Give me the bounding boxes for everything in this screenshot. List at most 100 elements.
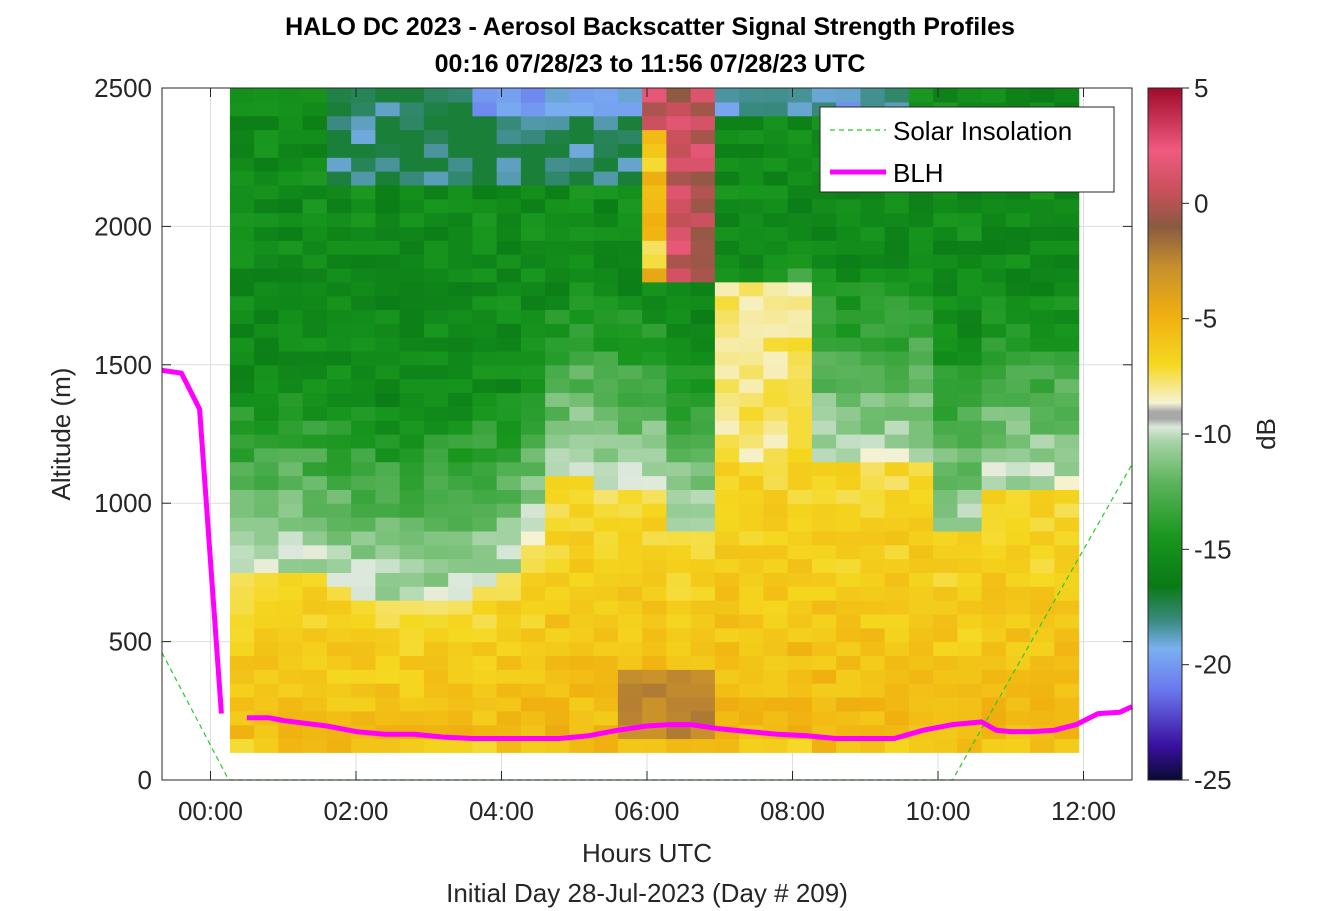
heatmap-cell <box>569 434 595 449</box>
heatmap-cell <box>666 337 692 352</box>
heatmap-cell <box>763 267 789 283</box>
heatmap-cell <box>448 281 473 297</box>
heatmap-cell <box>884 669 910 684</box>
heatmap-cell <box>351 337 376 352</box>
heatmap-cell <box>981 447 1007 463</box>
heatmap-cell <box>811 655 837 670</box>
heatmap-cell <box>399 295 425 311</box>
heatmap-cell <box>642 738 667 753</box>
heatmap-cell <box>908 655 934 670</box>
heatmap-cell <box>351 254 376 269</box>
heatmap-cell <box>472 586 498 601</box>
heatmap-cell <box>1054 738 1080 753</box>
heatmap-cell <box>423 337 449 352</box>
heatmap-cell <box>763 572 789 587</box>
heatmap-cell <box>981 337 1007 352</box>
heatmap-cell <box>278 129 304 144</box>
heatmap-cell <box>666 655 692 670</box>
colorbar-tick-label: -15 <box>1194 534 1232 564</box>
heatmap-cell <box>254 738 279 753</box>
heatmap-cell <box>448 143 473 158</box>
heatmap-cell <box>229 586 255 601</box>
heatmap-cell <box>472 683 498 698</box>
heatmap-cell <box>472 240 498 255</box>
heatmap-cell <box>302 627 328 643</box>
heatmap-cell <box>496 267 522 283</box>
heatmap-cell <box>520 254 546 269</box>
heatmap-cell <box>714 350 740 366</box>
heatmap-cell <box>1030 240 1055 255</box>
heatmap-cell <box>908 627 934 643</box>
heatmap-cell <box>496 392 522 407</box>
heatmap-cell <box>690 198 716 214</box>
heatmap-cell <box>545 171 570 186</box>
y-tick-label: 1000 <box>94 488 152 518</box>
heatmap-cell <box>472 101 498 117</box>
heatmap-cell <box>642 129 667 144</box>
heatmap-cell <box>351 447 376 463</box>
heatmap-cell <box>739 323 764 338</box>
heatmap-cell <box>375 641 401 657</box>
heatmap-cell <box>326 184 352 200</box>
y-axis-label: Altitude (m) <box>46 368 76 501</box>
heatmap-cell <box>278 683 304 698</box>
heatmap-cell <box>642 655 667 670</box>
heatmap-cell <box>593 171 619 186</box>
heatmap-cell <box>617 572 643 587</box>
heatmap-cell <box>302 434 328 449</box>
heatmap-cell <box>399 212 425 227</box>
heatmap-cell <box>787 489 813 504</box>
heatmap-cell <box>375 627 401 643</box>
heatmap-cell <box>1005 212 1031 227</box>
heatmap-cell <box>1005 558 1031 573</box>
heatmap-cell <box>351 364 376 380</box>
heatmap-cell <box>278 586 304 601</box>
heatmap-cell <box>860 613 886 629</box>
heatmap-cell <box>569 683 595 698</box>
heatmap-cell <box>690 392 716 407</box>
heatmap-cell <box>884 434 910 449</box>
heatmap-cell <box>254 406 279 421</box>
heatmap-cell <box>399 129 425 144</box>
heatmap-cell <box>666 212 692 227</box>
heatmap-cell <box>545 323 570 338</box>
heatmap-cell <box>714 655 740 670</box>
heatmap-cell <box>254 240 279 255</box>
heatmap-cell <box>739 572 764 587</box>
heatmap-cell <box>254 378 279 394</box>
heatmap-cell <box>933 281 958 297</box>
heatmap-cell <box>860 724 886 740</box>
heatmap-cell <box>593 710 619 726</box>
heatmap-cell <box>278 240 304 255</box>
heatmap-cell <box>545 212 570 227</box>
heatmap-cell <box>399 475 425 490</box>
heatmap-cell <box>690 738 716 753</box>
heatmap-cell <box>690 669 716 684</box>
heatmap-cell <box>326 558 352 573</box>
heatmap-cell <box>763 88 789 103</box>
heatmap-cell <box>326 475 352 490</box>
heatmap-cell <box>326 212 352 227</box>
heatmap-cell <box>472 129 498 144</box>
heatmap-cell <box>496 143 522 158</box>
heatmap-cell <box>351 378 376 394</box>
heatmap-cell <box>763 115 789 131</box>
heatmap-cell <box>787 101 813 117</box>
heatmap-cell <box>957 88 983 103</box>
heatmap-cell <box>520 503 546 518</box>
heatmap-cell <box>617 683 643 698</box>
heatmap-cell <box>666 530 692 546</box>
heatmap-cell <box>448 434 473 449</box>
heatmap-cell <box>351 434 376 449</box>
heatmap-cell <box>326 295 352 311</box>
heatmap-cell <box>229 226 255 241</box>
heatmap-cell <box>472 710 498 726</box>
heatmap-cell <box>569 323 595 338</box>
heatmap-cell <box>496 434 522 449</box>
heatmap-cell <box>302 337 328 352</box>
heatmap-cell <box>496 572 522 587</box>
heatmap-cell <box>908 530 934 546</box>
heatmap-cell <box>375 613 401 629</box>
heatmap-cell <box>908 669 934 684</box>
heatmap-cell <box>981 420 1007 435</box>
